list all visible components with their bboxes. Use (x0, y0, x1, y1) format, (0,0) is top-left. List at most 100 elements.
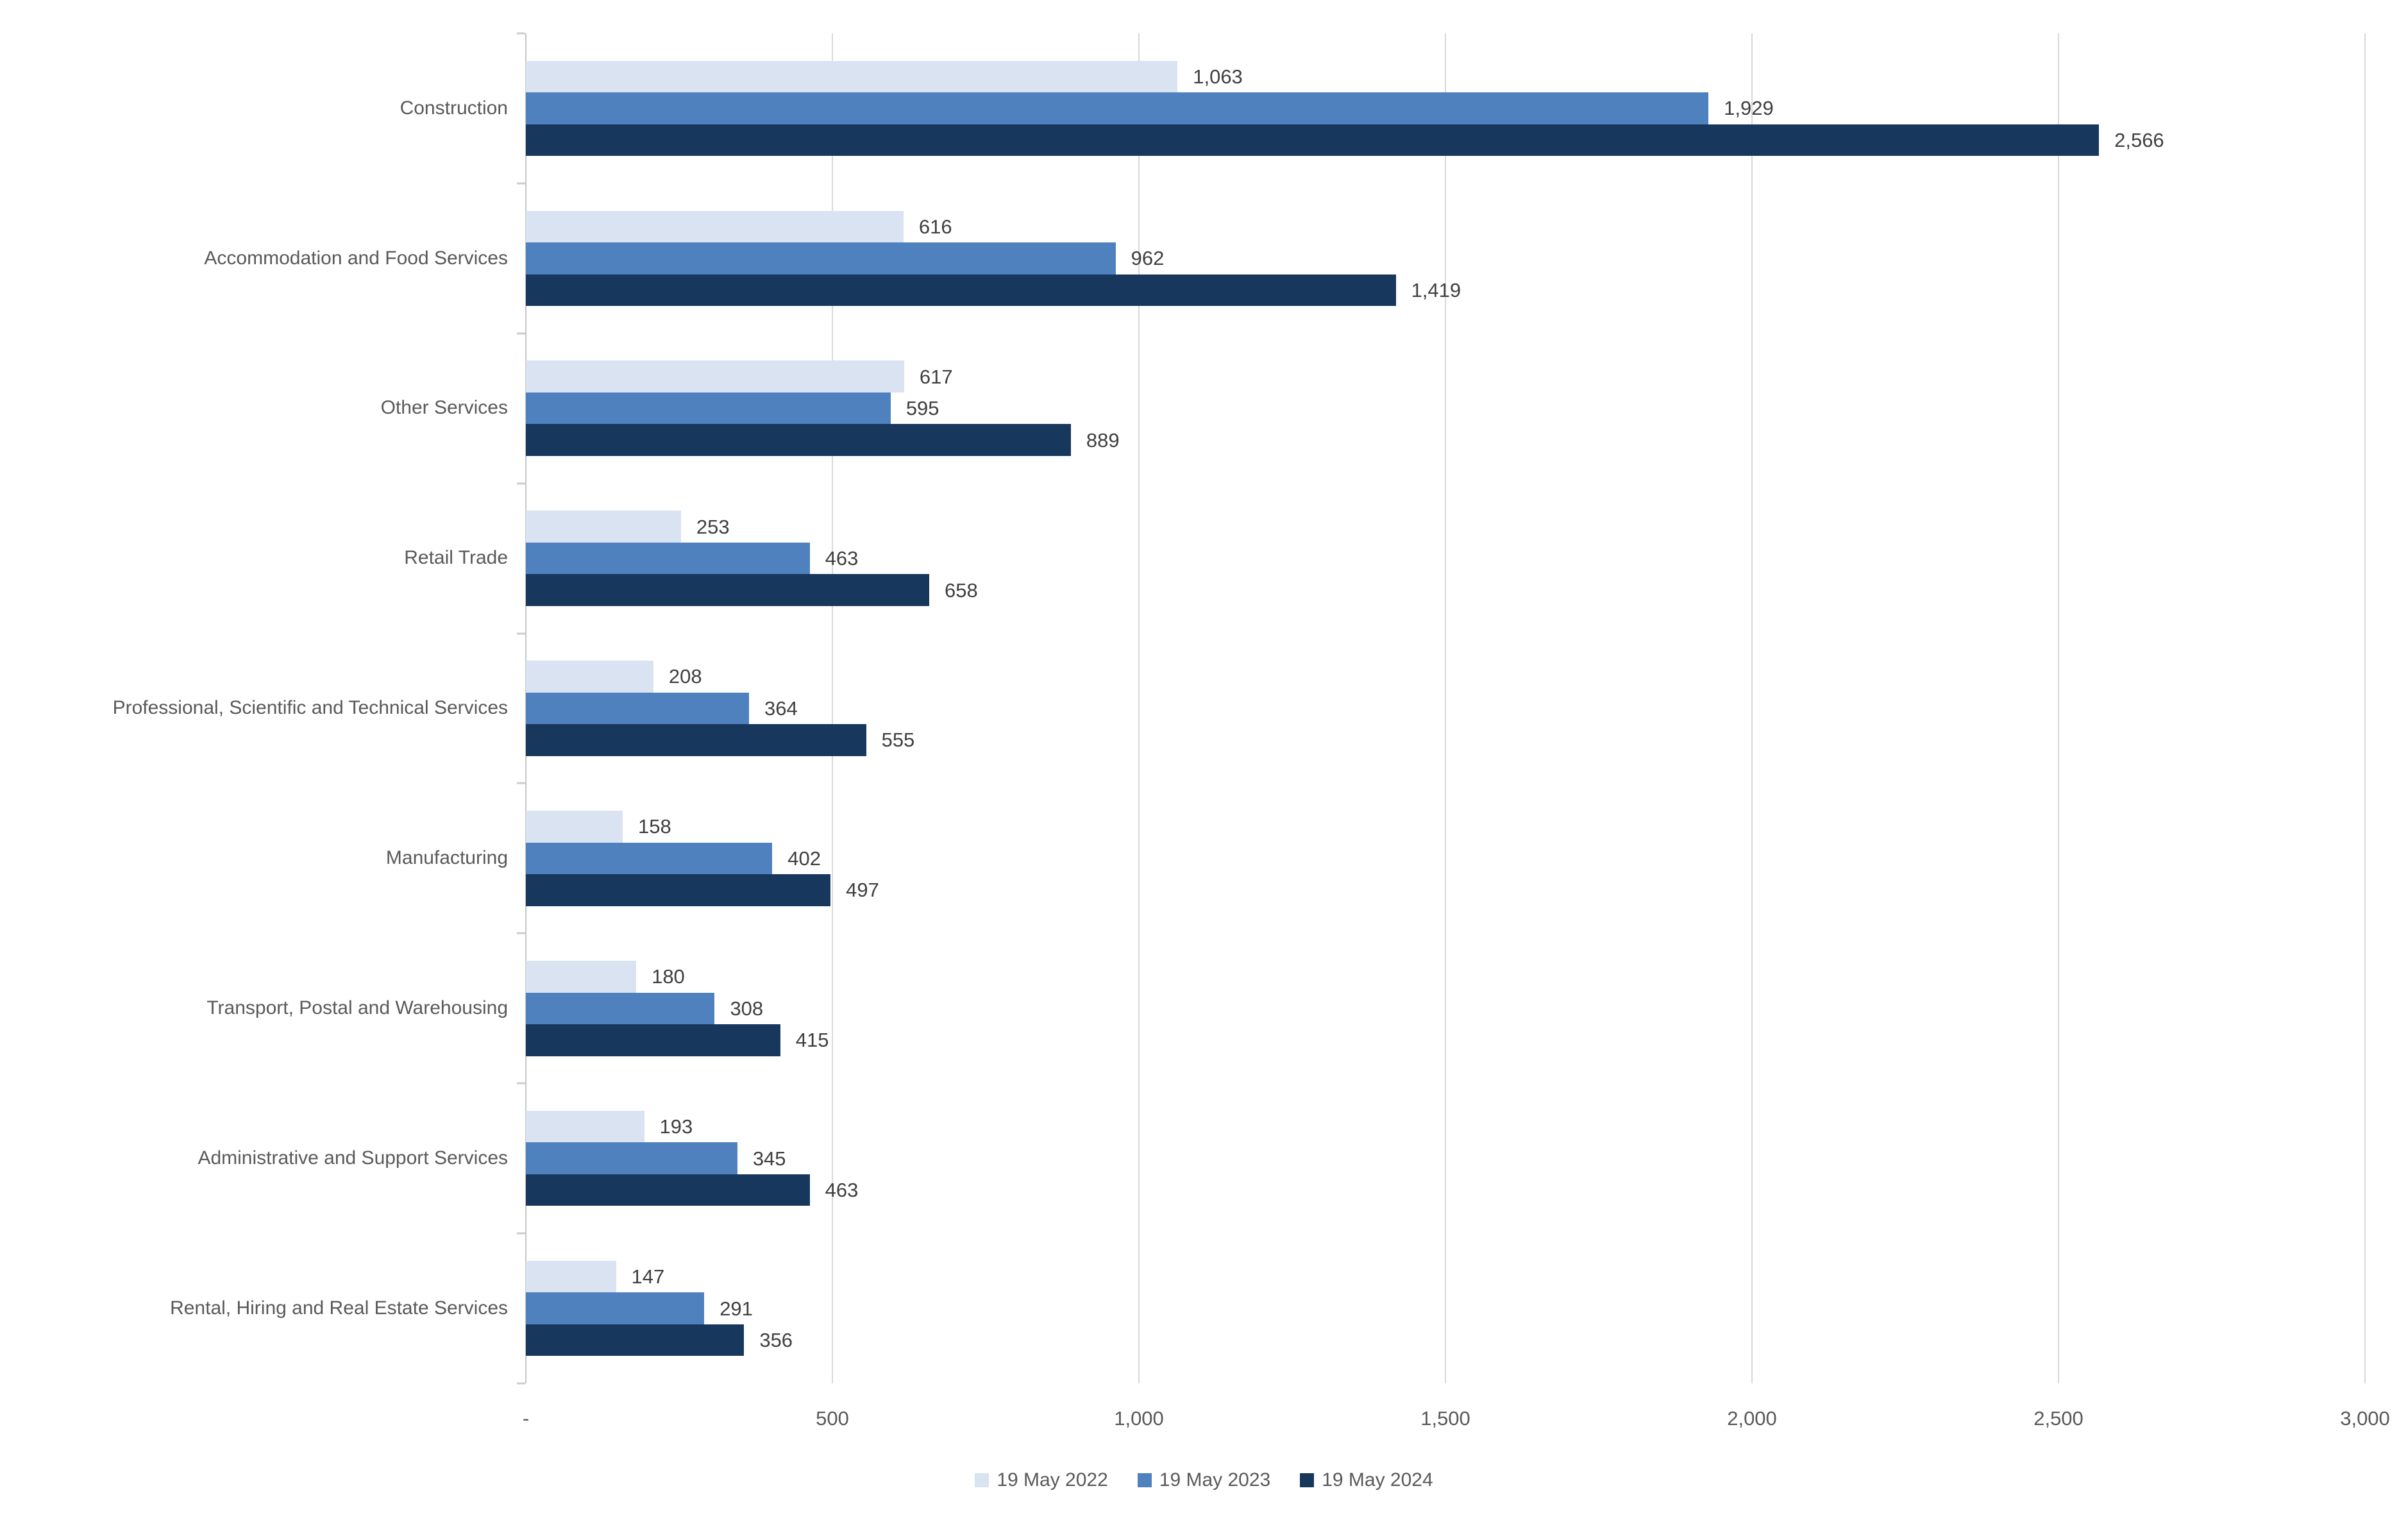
category-label: Administrative and Support Services (198, 1147, 508, 1169)
bar-value-label: 364 (764, 697, 798, 720)
bar-value-label: 595 (905, 397, 939, 420)
x-tick-label: 2,000 (1727, 1407, 1777, 1430)
category-tick (517, 482, 525, 485)
x-tick-label: 500 (816, 1407, 849, 1430)
category-group: 617 595 889 (526, 334, 2365, 484)
bar (526, 1324, 745, 1356)
category-group: 616 962 1,419 (526, 183, 2365, 334)
bar-row: 463 (526, 542, 2365, 575)
category-group: 147 291 356 (526, 1233, 2365, 1383)
bar (526, 424, 1071, 456)
bar (526, 1174, 810, 1206)
x-tick-label: 2,500 (2033, 1407, 2084, 1430)
bar-value-label: 356 (759, 1329, 793, 1352)
bar-value-label: 1,063 (1193, 65, 1243, 88)
bar (526, 961, 637, 993)
category-tick (517, 1232, 525, 1235)
bar-row: 180 (526, 961, 2365, 993)
category-tick (517, 932, 525, 934)
gridline (831, 33, 833, 1383)
category-label: Accommodation and Food Services (204, 247, 508, 269)
bar-row: 291 (526, 1292, 2365, 1324)
bar-value-label: 147 (631, 1265, 665, 1288)
bar-row: 658 (526, 574, 2365, 606)
bar-row: 617 (526, 360, 2365, 393)
bar-value-label: 308 (730, 997, 764, 1020)
category-tick (517, 182, 525, 185)
bar-row: 1,419 (526, 274, 2365, 307)
bar (526, 274, 1396, 307)
bar-row: 364 (526, 692, 2365, 725)
category-label: Other Services (380, 397, 508, 419)
bar-row: 345 (526, 1142, 2365, 1174)
bar-row: 356 (526, 1324, 2365, 1356)
category-tick (517, 332, 525, 335)
category-label: Construction (400, 97, 508, 119)
bar (526, 811, 623, 843)
bar (526, 1024, 780, 1056)
bar (526, 661, 653, 693)
value-axis-labels: - 500 1,000 1,500 2,000 2,500 3,000 (0, 1403, 2408, 1434)
bar-value-label: 463 (825, 547, 859, 570)
bar-value-label: 616 (918, 215, 952, 238)
bar (526, 1260, 616, 1293)
bar (526, 874, 831, 906)
legend-item: 19 May 2022 (975, 1469, 1108, 1490)
category-tick (517, 632, 525, 635)
legend-swatch (1137, 1473, 1152, 1487)
gridline (2058, 33, 2059, 1383)
bar-value-label: 555 (881, 729, 915, 752)
bar (526, 92, 1709, 124)
category-label: Manufacturing (385, 847, 508, 869)
plot-area: 1,063 1,929 2,566 616 962 1,419 617 595 889 253 46… (517, 32, 2366, 1385)
bar (526, 511, 681, 543)
bar-value-label: 402 (787, 847, 821, 870)
category-tick (517, 32, 525, 35)
bar-value-label: 617 (919, 365, 953, 388)
gridline (1445, 33, 1446, 1383)
bar-value-label: 415 (795, 1029, 829, 1052)
bar-value-label: 2,566 (2114, 128, 2164, 151)
x-tick-label: 1,000 (1114, 1407, 1164, 1430)
bar-row: 193 (526, 1110, 2365, 1143)
bar-row: 555 (526, 724, 2365, 756)
bar-value-label: 253 (696, 515, 730, 538)
category-label: Rental, Hiring and Real Estate Services (170, 1297, 508, 1319)
category-group: 193 345 463 (526, 1083, 2365, 1233)
bar (526, 392, 891, 425)
legend-swatch (1300, 1473, 1315, 1487)
bar-value-label: 291 (720, 1297, 753, 1320)
bar-row: 402 (526, 842, 2365, 875)
legend-label: 19 May 2022 (997, 1469, 1108, 1490)
category-group: 253 463 658 (526, 484, 2365, 634)
bar (526, 210, 904, 243)
x-tick-label: 1,500 (1420, 1407, 1470, 1430)
bar-row: 1,063 (526, 60, 2365, 93)
category-group: 180 308 415 (526, 933, 2365, 1083)
bar (526, 542, 810, 575)
bar (526, 124, 2100, 156)
bar-row: 889 (526, 424, 2365, 456)
gridline (1751, 33, 1753, 1383)
legend-label: 19 May 2023 (1159, 1469, 1271, 1490)
bar-value-label: 1,419 (1411, 278, 1461, 301)
bar-row: 253 (526, 511, 2365, 543)
bar-value-label: 658 (945, 578, 978, 602)
category-axis: Construction Accommodation and Food Servi… (0, 33, 508, 1383)
bar (526, 1110, 644, 1143)
bar-value-label: 158 (638, 815, 671, 838)
bar-value-label: 208 (668, 665, 702, 688)
bar-row: 463 (526, 1174, 2365, 1206)
bar-row: 308 (526, 992, 2365, 1025)
bar (526, 242, 1116, 274)
bar-row: 962 (526, 242, 2365, 274)
bar (526, 1142, 737, 1174)
bar-row: 415 (526, 1024, 2365, 1056)
chart-legend: 19 May 2022 19 May 2023 19 May 2024 (0, 1465, 2408, 1496)
legend-item: 19 May 2024 (1300, 1471, 1433, 1490)
bar (526, 574, 930, 606)
gridline (1138, 33, 1140, 1383)
bar-value-label: 962 (1131, 247, 1165, 270)
category-group: 158 402 497 (526, 783, 2365, 933)
